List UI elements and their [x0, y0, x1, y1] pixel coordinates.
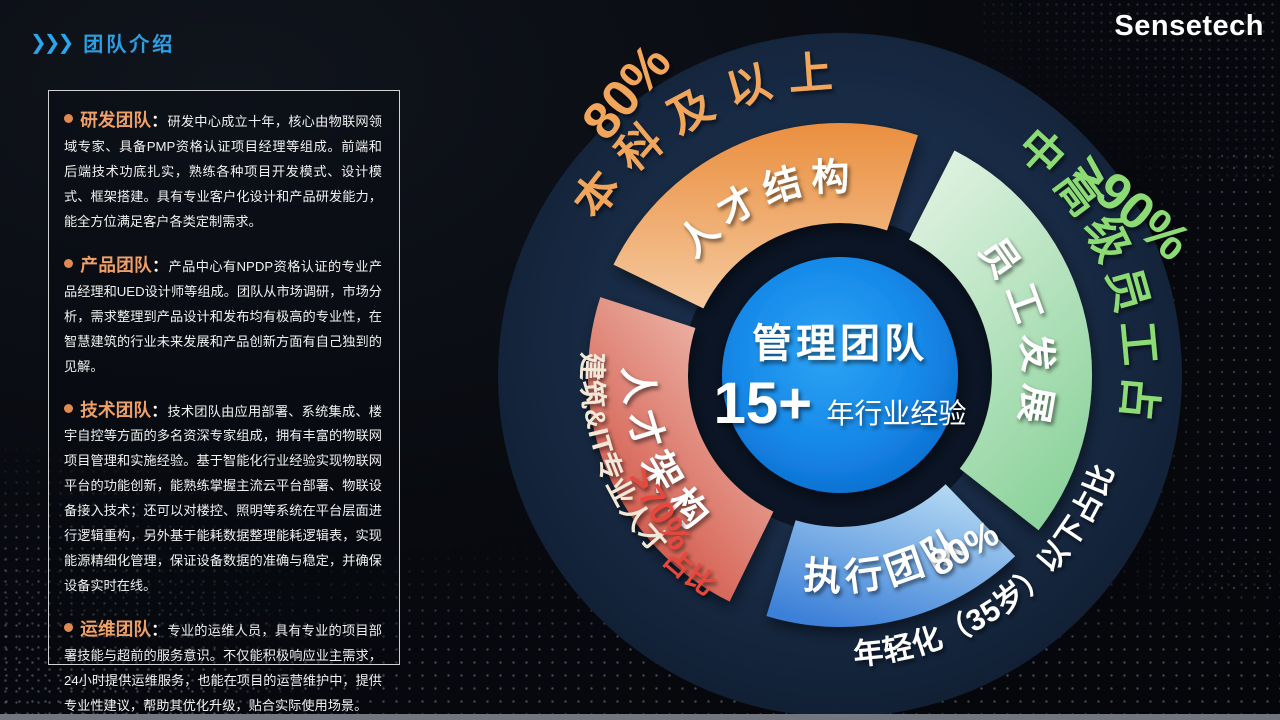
team-colon: ：: [151, 113, 168, 130]
team-donut-chart: 人才结构 员工发展 执行团队 人才架构 本科及以上 中高级员工占 年轻化（35岁…: [498, 33, 1201, 717]
team-item-rd: 研发团队：研发中心成立十年，核心由物联网领域专家、具备PMP资格认证项目经理等组…: [64, 107, 382, 235]
bullet-icon: [64, 623, 73, 633]
segment-employee-development: [909, 150, 1093, 531]
segment-talent-structure: [613, 122, 918, 309]
team-item-ops: 运维团队：专业的运维人员，具有专业的项目部署技能与超前的服务意识。不仅能积极响应…: [64, 616, 382, 719]
team-description: 研发中心成立十年，核心由物联网领域专家、具备PMP资格认证项目经理等组成。前端和…: [64, 114, 382, 229]
team-paragraph: 技术团队：技术团队由应用部署、系统集成、楼宇自控等方面的多名资深专家组成，拥有丰…: [64, 397, 382, 600]
bullet-icon: [64, 114, 73, 123]
center-stat-line: 15+ 年行业经验: [714, 371, 967, 436]
team-colon: ：: [152, 257, 169, 275]
team-paragraph: 运维团队：专业的运维人员，具有专业的项目部署技能与超前的服务意识。不仅能积极响应…: [64, 616, 382, 719]
team-description: 技术团队由应用部署、系统集成、楼宇自控等方面的多名资深专家组成，拥有丰富的物联网…: [64, 403, 382, 594]
team-paragraph: 研发团队：研发中心成立十年，核心由物联网领域专家、具备PMP资格认证项目经理等组…: [64, 107, 382, 235]
team-item-product: 产品团队：产品中心有NPDP资格认证的专业产品经理和UED设计师等组成。团队从市…: [64, 252, 382, 380]
bottom-accent-bar: [0, 714, 1280, 720]
team-descriptions-panel: 研发团队：研发中心成立十年，核心由物联网领域专家、具备PMP资格认证项目经理等组…: [48, 90, 400, 713]
segment-execution-team: [766, 484, 1016, 627]
center-stat-suffix: 年行业经验: [826, 398, 966, 429]
page-header: ❯❯❯ 团队介绍: [30, 28, 175, 57]
page-title: 团队介绍: [83, 34, 176, 56]
team-colon: ：: [151, 402, 168, 420]
team-description: 产品中心有NPDP资格认证的专业产品经理和UED设计师等组成。团队从市场调研，市…: [64, 258, 383, 374]
team-name: 产品团队: [80, 254, 153, 275]
brand-logo: Sensetech: [1114, 10, 1264, 42]
segment-talent-architecture: [587, 297, 774, 602]
center-title: 管理团队: [752, 322, 928, 366]
triple-chevron-icon: ❯❯❯: [30, 32, 74, 54]
team-name: 技术团队: [80, 399, 152, 420]
bullet-icon: [64, 403, 73, 413]
team-item-tech: 技术团队：技术团队由应用部署、系统集成、楼宇自控等方面的多名资深专家组成，拥有丰…: [64, 397, 382, 600]
center-circle: [722, 257, 958, 493]
team-name: 研发团队: [80, 110, 152, 130]
team-name: 运维团队: [80, 619, 152, 640]
team-paragraph: 产品团队：产品中心有NPDP资格认证的专业产品经理和UED设计师等组成。团队从市…: [64, 252, 382, 380]
team-description: 专业的运维人员，具有专业的项目部署技能与超前的服务意识。不仅能积极响应业主需求，…: [64, 623, 382, 714]
bullet-icon: [64, 258, 73, 268]
team-colon: ：: [151, 622, 168, 640]
center-stat-value: 15+: [714, 371, 812, 436]
